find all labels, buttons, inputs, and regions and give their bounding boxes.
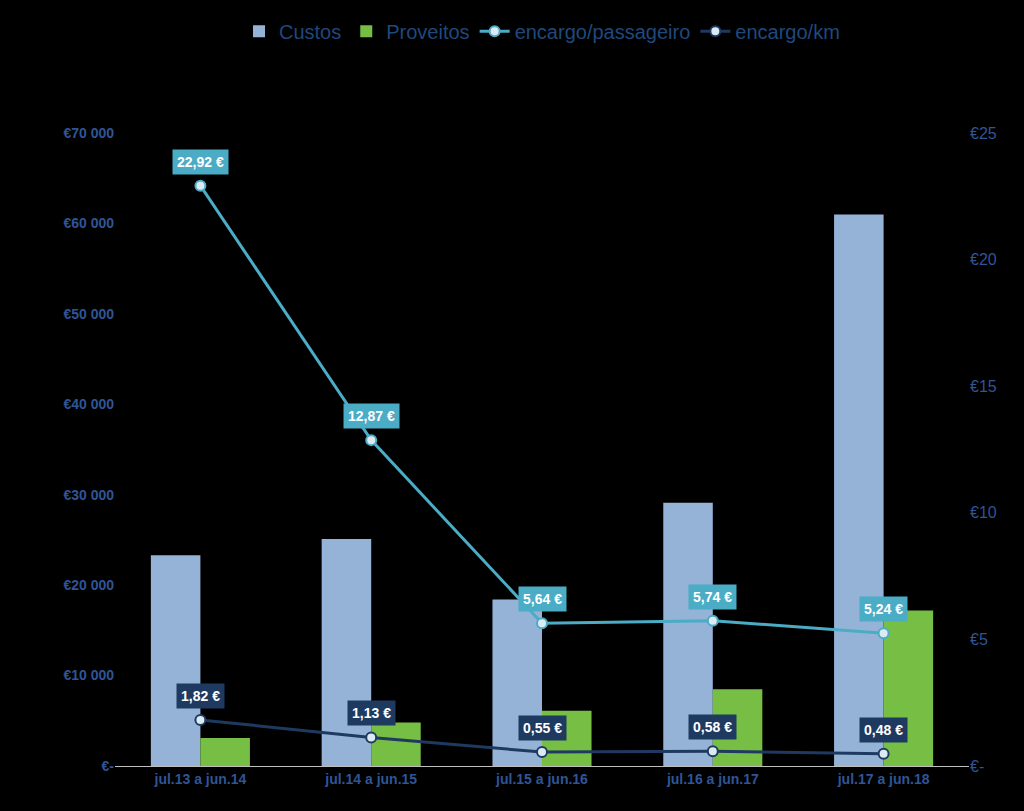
svg-text:encargo/passageiro: encargo/passageiro [515, 21, 691, 43]
svg-text:12,87 €: 12,87 € [348, 408, 395, 424]
svg-text:€30 000: €30 000 [63, 487, 114, 503]
svg-text:jul.17 a jun.18: jul.17 a jun.18 [837, 771, 930, 787]
svg-text:€60 000: €60 000 [63, 215, 114, 231]
svg-text:€10: €10 [970, 504, 997, 521]
svg-text:0,58 €: 0,58 € [693, 719, 732, 735]
svg-text:1,82 €: 1,82 € [181, 688, 220, 704]
svg-text:jul.13 a jun.14: jul.13 a jun.14 [153, 771, 246, 787]
svg-text:Custos: Custos [279, 21, 341, 43]
svg-text:jul.15 a jun.16: jul.15 a jun.16 [495, 771, 588, 787]
svg-text:€25: €25 [970, 125, 997, 142]
svg-text:€10 000: €10 000 [63, 667, 114, 683]
svg-text:Proveitos: Proveitos [386, 21, 469, 43]
svg-text:1,13 €: 1,13 € [352, 705, 391, 721]
svg-text:jul.14 a jun.15: jul.14 a jun.15 [324, 771, 417, 787]
svg-text:€20: €20 [970, 251, 997, 268]
svg-text:€15: €15 [970, 378, 997, 395]
svg-text:€-: €- [102, 758, 115, 774]
svg-text:€-: €- [970, 758, 984, 775]
svg-text:€40 000: €40 000 [63, 396, 114, 412]
svg-text:€70 000: €70 000 [63, 125, 114, 141]
svg-text:0,55 €: 0,55 € [523, 720, 562, 736]
svg-text:€20 000: €20 000 [63, 577, 114, 593]
svg-text:5,64 €: 5,64 € [523, 591, 562, 607]
svg-text:€5: €5 [970, 631, 988, 648]
svg-text:5,74 €: 5,74 € [693, 589, 732, 605]
svg-text:encargo/km: encargo/km [735, 21, 840, 43]
svg-text:jul.16 a jun.17: jul.16 a jun.17 [666, 771, 759, 787]
svg-text:22,92 €: 22,92 € [177, 154, 224, 170]
svg-text:0,48 €: 0,48 € [864, 722, 903, 738]
svg-text:5,24 €: 5,24 € [864, 601, 903, 617]
svg-text:€50 000: €50 000 [63, 306, 114, 322]
